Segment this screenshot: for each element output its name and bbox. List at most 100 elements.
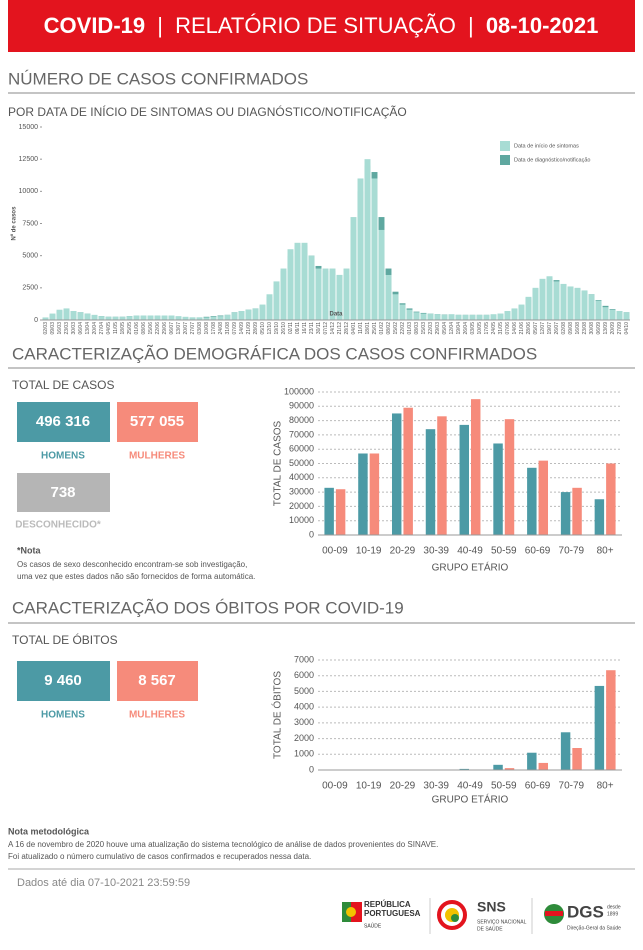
bar xyxy=(335,489,346,535)
method-line: Foi atualizado o número cumulativo de ca… xyxy=(8,852,311,861)
x-tick-label: 17/08 xyxy=(211,322,217,335)
logo-text: SAÚDE xyxy=(364,922,382,929)
logo-sns: SNS SERVIÇO NACIONAL DE SAÚDE xyxy=(437,899,527,932)
y-tick-label: 0 xyxy=(309,764,314,774)
x-tick-label: 09/03 xyxy=(50,322,56,335)
x-tick-label: 13/04 xyxy=(85,322,91,335)
bar xyxy=(413,312,420,320)
legend-label: Data de diagnóstico/notificação xyxy=(514,157,590,163)
x-tick-label: 03/05 xyxy=(470,322,476,335)
bar xyxy=(391,413,402,535)
x-tick-label: 06/09 xyxy=(596,322,602,335)
bar xyxy=(231,312,238,320)
bar xyxy=(525,296,532,320)
y-tick-label: 90000 xyxy=(289,401,314,411)
header-subtitle: RELATÓRIO DE SITUAÇÃO xyxy=(175,13,456,38)
flag-red xyxy=(351,902,362,922)
bar xyxy=(459,768,469,770)
x-tick-label: 14/06 xyxy=(512,322,518,335)
bar xyxy=(112,316,119,320)
bar xyxy=(154,315,161,320)
header-covid: COVID-19 xyxy=(44,13,145,38)
sns-ring xyxy=(437,900,467,930)
bar xyxy=(606,670,616,770)
bar xyxy=(119,316,126,320)
bar xyxy=(287,249,294,320)
x-tick-label: 28/09 xyxy=(253,322,259,335)
x-tick-label: 30/08 xyxy=(589,322,595,335)
note-line: Os casos de sexo desconhecido encontram-… xyxy=(17,560,247,569)
x-tick-label: 04/05 xyxy=(106,322,112,335)
x-tick-label: 09/08 xyxy=(568,322,574,335)
note-title: *Nota xyxy=(17,545,41,555)
bar xyxy=(343,268,350,320)
header-date: 08-10-2021 xyxy=(486,13,599,38)
bar xyxy=(105,316,112,320)
bar xyxy=(392,294,399,320)
x-tick-label: 10-19 xyxy=(356,546,382,557)
x-tick-label: 00-09 xyxy=(322,546,348,557)
x-tick-label: 40-49 xyxy=(457,546,483,557)
bar xyxy=(399,304,406,320)
x-tick-label: 06/07 xyxy=(169,322,175,335)
bar xyxy=(84,313,91,320)
x-tick-label: 31/08 xyxy=(225,322,231,335)
bar xyxy=(358,453,368,535)
kpi-label: MULHERES xyxy=(129,451,185,462)
x-tick-label: 21/12 xyxy=(337,322,343,335)
y-tick-label: 40000 xyxy=(289,472,314,482)
x-tick-label: 04/01 xyxy=(351,322,357,335)
bar xyxy=(56,309,63,320)
x-tick-label: 50-59 xyxy=(491,781,517,792)
x-tick-label: 20-29 xyxy=(390,781,416,792)
y-tick-label: 0 xyxy=(34,317,38,324)
x-tick-label: 30/11 xyxy=(316,322,322,334)
bar xyxy=(527,467,537,535)
x-tick-label: 24/08 xyxy=(218,322,224,335)
x-tick-label: 02/03 xyxy=(43,322,49,335)
chart-subtitle: POR DATA DE INÍCIO DE SINTOMAS OU DIAGNÓ… xyxy=(8,104,407,119)
x-tick-label: 50-59 xyxy=(491,546,517,557)
kpi-label: MULHERES xyxy=(129,710,185,721)
header-title: COVID-19 | RELATÓRIO DE SITUAÇÃO | 08-10… xyxy=(44,13,599,38)
x-tick-label: 21/09 xyxy=(246,322,252,335)
bar xyxy=(175,316,182,320)
x-tick-label: 20/09 xyxy=(610,322,616,335)
x-tick-label: 12/07 xyxy=(540,322,546,335)
x-tick-label: 70-79 xyxy=(559,781,585,792)
bar xyxy=(259,304,266,320)
kpi-box xyxy=(117,402,198,442)
x-tick-label: 14/09 xyxy=(239,322,245,335)
x-tick-label: 10/08 xyxy=(204,322,210,335)
logo-text: DGS xyxy=(567,902,604,921)
x-axis-label: GRUPO ETÁRIO xyxy=(432,561,509,574)
bar xyxy=(42,317,49,320)
bar xyxy=(459,424,469,535)
kpi-label: HOMENS xyxy=(41,710,85,721)
bar xyxy=(266,294,273,320)
x-tick-label: 12/10 xyxy=(267,322,273,335)
bar xyxy=(403,407,413,535)
x-tick-label: 01/03 xyxy=(407,322,413,335)
x-tick-label: 13/07 xyxy=(176,322,182,335)
x-tick-label: 26/07 xyxy=(554,322,560,335)
bar xyxy=(77,312,84,320)
bar xyxy=(49,313,56,320)
x-tick-label: 15/02 xyxy=(393,322,399,335)
bar xyxy=(203,317,210,320)
bar xyxy=(308,255,315,320)
bar xyxy=(602,307,609,320)
bar xyxy=(560,732,571,770)
x-tick-label: 07/09 xyxy=(232,322,238,335)
kpi-box xyxy=(17,402,110,442)
x-tick-label: 15/06 xyxy=(148,322,154,335)
bar xyxy=(493,764,503,770)
bar xyxy=(476,314,483,320)
x-tick-label: 01/02 xyxy=(379,322,385,335)
y-tick-label: 100000 xyxy=(284,386,314,396)
x-tick-label: 07/12 xyxy=(323,322,329,335)
bar xyxy=(147,315,154,320)
bar xyxy=(455,314,462,320)
logo-text: REPÚBLICA xyxy=(364,900,411,909)
bar xyxy=(448,314,455,320)
